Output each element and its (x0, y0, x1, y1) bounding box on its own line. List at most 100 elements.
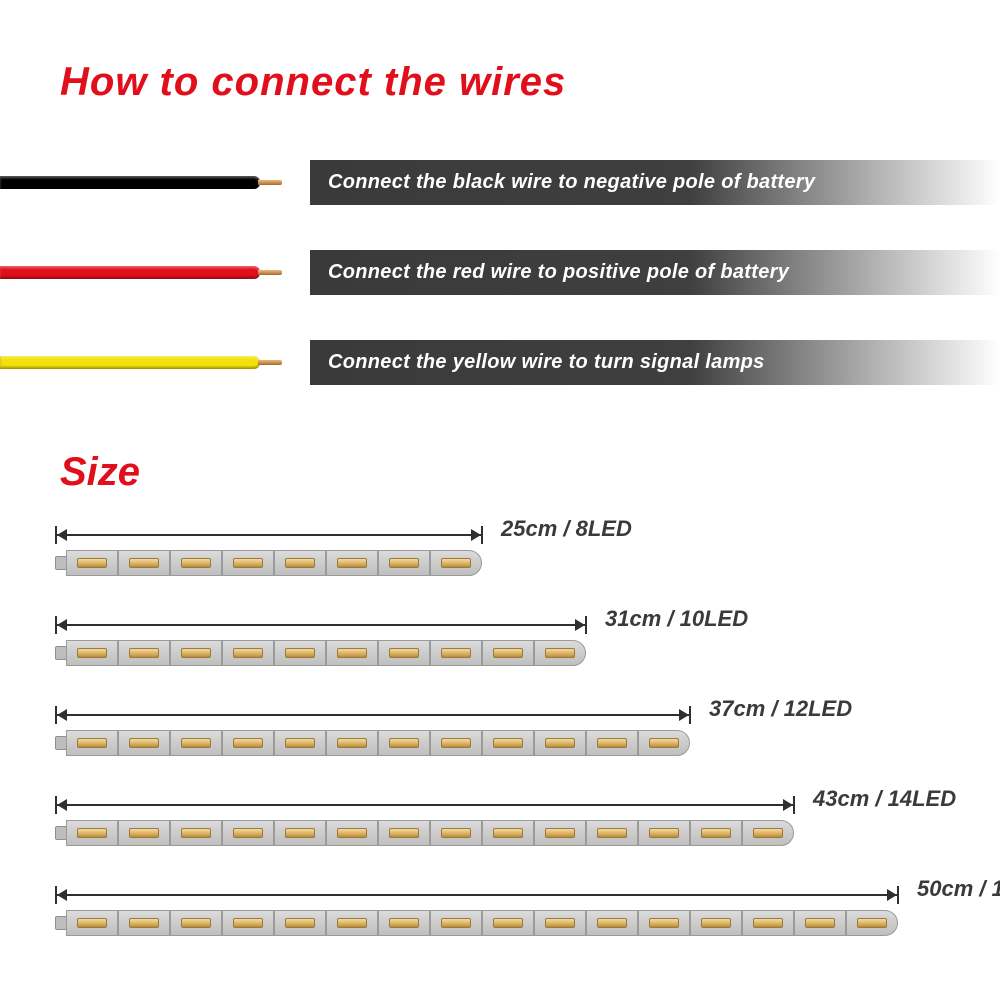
led-segment (430, 910, 482, 936)
instruction-text: Connect the yellow wire to turn signal l… (328, 351, 765, 374)
wire-row: Connect the black wire to negative pole … (0, 160, 1000, 205)
dimension-line (55, 706, 691, 724)
led-segment (638, 820, 690, 846)
led-segment (222, 730, 274, 756)
led-chip (701, 918, 731, 928)
led-chip (597, 918, 627, 928)
led-chip (753, 918, 783, 928)
led-segment (118, 730, 170, 756)
led-chip (129, 738, 159, 748)
led-segment (274, 640, 326, 666)
dimension-line (55, 886, 899, 904)
led-segment (170, 910, 222, 936)
led-segment (274, 730, 326, 756)
led-segment (534, 730, 586, 756)
led-segment (482, 820, 534, 846)
led-chip (181, 558, 211, 568)
led-segment (638, 910, 690, 936)
size-label: 25cm / 8LED (501, 516, 632, 542)
led-chip (337, 738, 367, 748)
led-segment (378, 550, 430, 576)
led-strip (55, 910, 898, 936)
led-segment (690, 820, 742, 846)
led-chip (77, 648, 107, 658)
size-title: Size (60, 450, 140, 495)
led-segment (66, 550, 118, 576)
led-segment (430, 820, 482, 846)
led-segment (66, 640, 118, 666)
led-chip (181, 828, 211, 838)
led-segment (586, 820, 638, 846)
led-segment (378, 730, 430, 756)
led-chip (337, 828, 367, 838)
led-segment (534, 640, 586, 666)
led-chip (545, 738, 575, 748)
led-chip (77, 918, 107, 928)
led-segment (482, 910, 534, 936)
led-segment (222, 550, 274, 576)
wire-row: Connect the red wire to positive pole of… (0, 250, 1000, 295)
led-segment (222, 820, 274, 846)
led-segment (274, 820, 326, 846)
led-strip (55, 730, 690, 756)
led-segment (170, 640, 222, 666)
size-label: 37cm / 12LED (709, 696, 852, 722)
wire-body (0, 266, 260, 279)
led-segment (118, 550, 170, 576)
led-segment (482, 730, 534, 756)
led-segment (430, 730, 482, 756)
led-segment (378, 820, 430, 846)
instruction-text: Connect the red wire to positive pole of… (328, 261, 789, 284)
size-chart: 25cm / 8LED31cm / 10LED37cm / 12LED43cm … (55, 520, 955, 970)
led-chip (753, 828, 783, 838)
led-chip (649, 738, 679, 748)
wire-illustration (0, 250, 285, 295)
instruction-text: Connect the black wire to negative pole … (328, 171, 815, 194)
led-segment (742, 820, 794, 846)
led-segment (638, 730, 690, 756)
led-strip (55, 820, 794, 846)
led-segment (690, 910, 742, 936)
led-chip (129, 558, 159, 568)
led-segment (222, 640, 274, 666)
led-chip (77, 558, 107, 568)
led-segment (742, 910, 794, 936)
led-chip (545, 918, 575, 928)
size-row: 37cm / 12LED (55, 700, 955, 790)
led-chip (77, 828, 107, 838)
size-label: 43cm / 14LED (813, 786, 956, 812)
instruction-bar: Connect the yellow wire to turn signal l… (310, 340, 1000, 385)
led-segment (326, 640, 378, 666)
page-title: How to connect the wires (60, 60, 566, 105)
led-segment (118, 910, 170, 936)
led-segment (378, 640, 430, 666)
led-segment (326, 820, 378, 846)
led-segment (846, 910, 898, 936)
dimension-line (55, 796, 795, 814)
led-chip (285, 648, 315, 658)
led-segment (170, 820, 222, 846)
led-chip (441, 918, 471, 928)
size-row: 31cm / 10LED (55, 610, 955, 700)
led-chip (285, 558, 315, 568)
led-chip (129, 918, 159, 928)
size-row: 25cm / 8LED (55, 520, 955, 610)
led-chip (389, 648, 419, 658)
led-segment (326, 550, 378, 576)
led-chip (233, 558, 263, 568)
size-row: 50cm / 16LED (55, 880, 955, 970)
led-segment (586, 730, 638, 756)
led-chip (285, 828, 315, 838)
led-segment (170, 730, 222, 756)
led-segment (118, 640, 170, 666)
led-segment (170, 550, 222, 576)
led-chip (701, 828, 731, 838)
led-segment (586, 910, 638, 936)
led-chip (181, 918, 211, 928)
led-chip (441, 828, 471, 838)
led-chip (441, 648, 471, 658)
led-segment (274, 550, 326, 576)
led-chip (233, 828, 263, 838)
dimension-line (55, 526, 483, 544)
wire-copper-tip (258, 270, 282, 275)
